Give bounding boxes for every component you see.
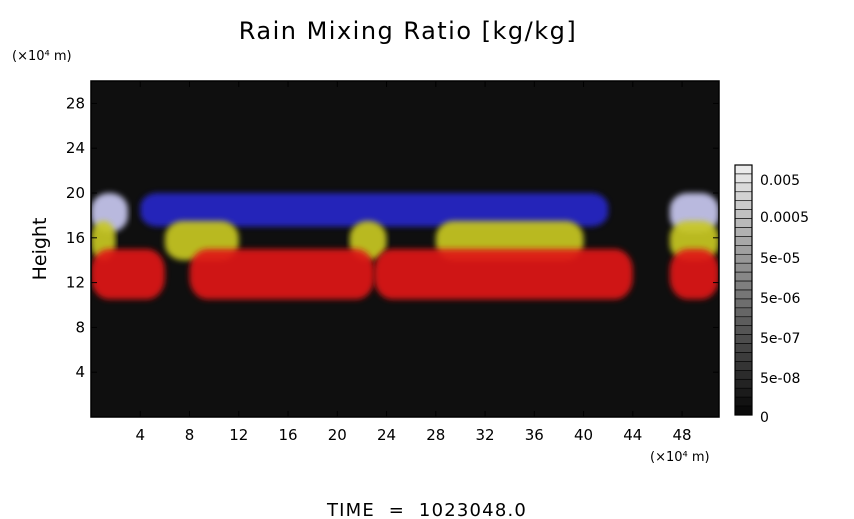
x-tick-label: 4 (135, 426, 145, 444)
x-tick-label: 32 (475, 426, 494, 444)
colorbar-label: 0.005 (760, 173, 800, 189)
colorbar-label: 5e-05 (760, 251, 800, 267)
x-tick-label: 8 (185, 426, 195, 444)
colorbar-step (734, 289, 753, 300)
y-axis-label: Height (29, 218, 51, 281)
colorbar: 0.005 0.0005 5e-05 5e-06 5e-07 5e-08 0 (734, 164, 809, 426)
heatmap-region (374, 249, 633, 300)
x-tick-label: 40 (574, 426, 593, 444)
heatmap-region (91, 249, 165, 300)
y-tick-label: 8 (75, 318, 85, 336)
colorbar-step (734, 387, 753, 398)
y-tick-label: 20 (66, 184, 85, 202)
colorbar-step (734, 200, 753, 210)
x-axis-unit: (×10⁴ m) (650, 450, 710, 465)
heatmap-region (140, 193, 609, 227)
colorbar-step (734, 245, 753, 255)
colorbar-label: 0.0005 (760, 210, 809, 226)
colorbar-label: 5e-06 (760, 291, 800, 307)
y-tick-label: 4 (75, 363, 85, 381)
y-axis-unit: (×10⁴ m) (12, 49, 72, 64)
colorbar-step (734, 298, 753, 309)
colorbar-label: 0 (760, 410, 769, 426)
x-tick-label: 16 (278, 426, 297, 444)
y-tick-label: 24 (66, 139, 85, 157)
chart-title: Rain Mixing Ratio [kg/kg] (239, 17, 578, 45)
colorbar-step (734, 227, 753, 237)
y-tick-label: 16 (66, 229, 85, 247)
colorbar-step (734, 405, 753, 416)
x-tick-label: 44 (623, 426, 642, 444)
colorbar-step (734, 182, 753, 193)
colorbar-step (734, 253, 753, 264)
y-tick-label: 28 (66, 94, 85, 112)
x-tick-label: 24 (377, 426, 396, 444)
x-axis-ticks: 4 8 12 16 20 24 28 32 36 40 44 48 (135, 81, 692, 444)
colorbar-step (734, 316, 753, 327)
colorbar-step (734, 280, 753, 291)
plot-frame (90, 80, 720, 418)
colorbar-step (734, 325, 753, 335)
colorbar-step (734, 343, 753, 353)
colorbar-step (734, 334, 753, 344)
y-axis-ticks: 4 8 12 16 20 24 28 (66, 94, 719, 381)
colorbar-step (734, 191, 753, 202)
colorbar-step (734, 396, 753, 407)
x-tick-label: 36 (525, 426, 544, 444)
heatmap-layers (91, 193, 719, 300)
x-tick-label: 12 (229, 426, 248, 444)
colorbar-step (734, 209, 753, 219)
heatmap-region (669, 249, 719, 300)
x-tick-label: 48 (673, 426, 692, 444)
colorbar-label: 5e-08 (760, 371, 800, 387)
colorbar-step (734, 370, 753, 380)
time-annotation: TIME = 1023048.0 (326, 500, 527, 519)
colorbar-label: 5e-07 (760, 331, 800, 347)
y-tick-label: 12 (66, 274, 85, 292)
colorbar-step (734, 236, 753, 246)
x-tick-label: 20 (328, 426, 347, 444)
colorbar-step (734, 271, 753, 282)
colorbar-step (734, 173, 753, 184)
colorbar-step (734, 352, 753, 362)
colorbar-step (734, 164, 753, 175)
colorbar-step (734, 307, 753, 318)
heatmap-region (189, 249, 375, 300)
x-tick-label: 28 (426, 426, 445, 444)
colorbar-step (734, 262, 753, 273)
colorbar-step (734, 361, 753, 371)
colorbar-step (734, 218, 753, 228)
colorbar-step (734, 378, 753, 389)
